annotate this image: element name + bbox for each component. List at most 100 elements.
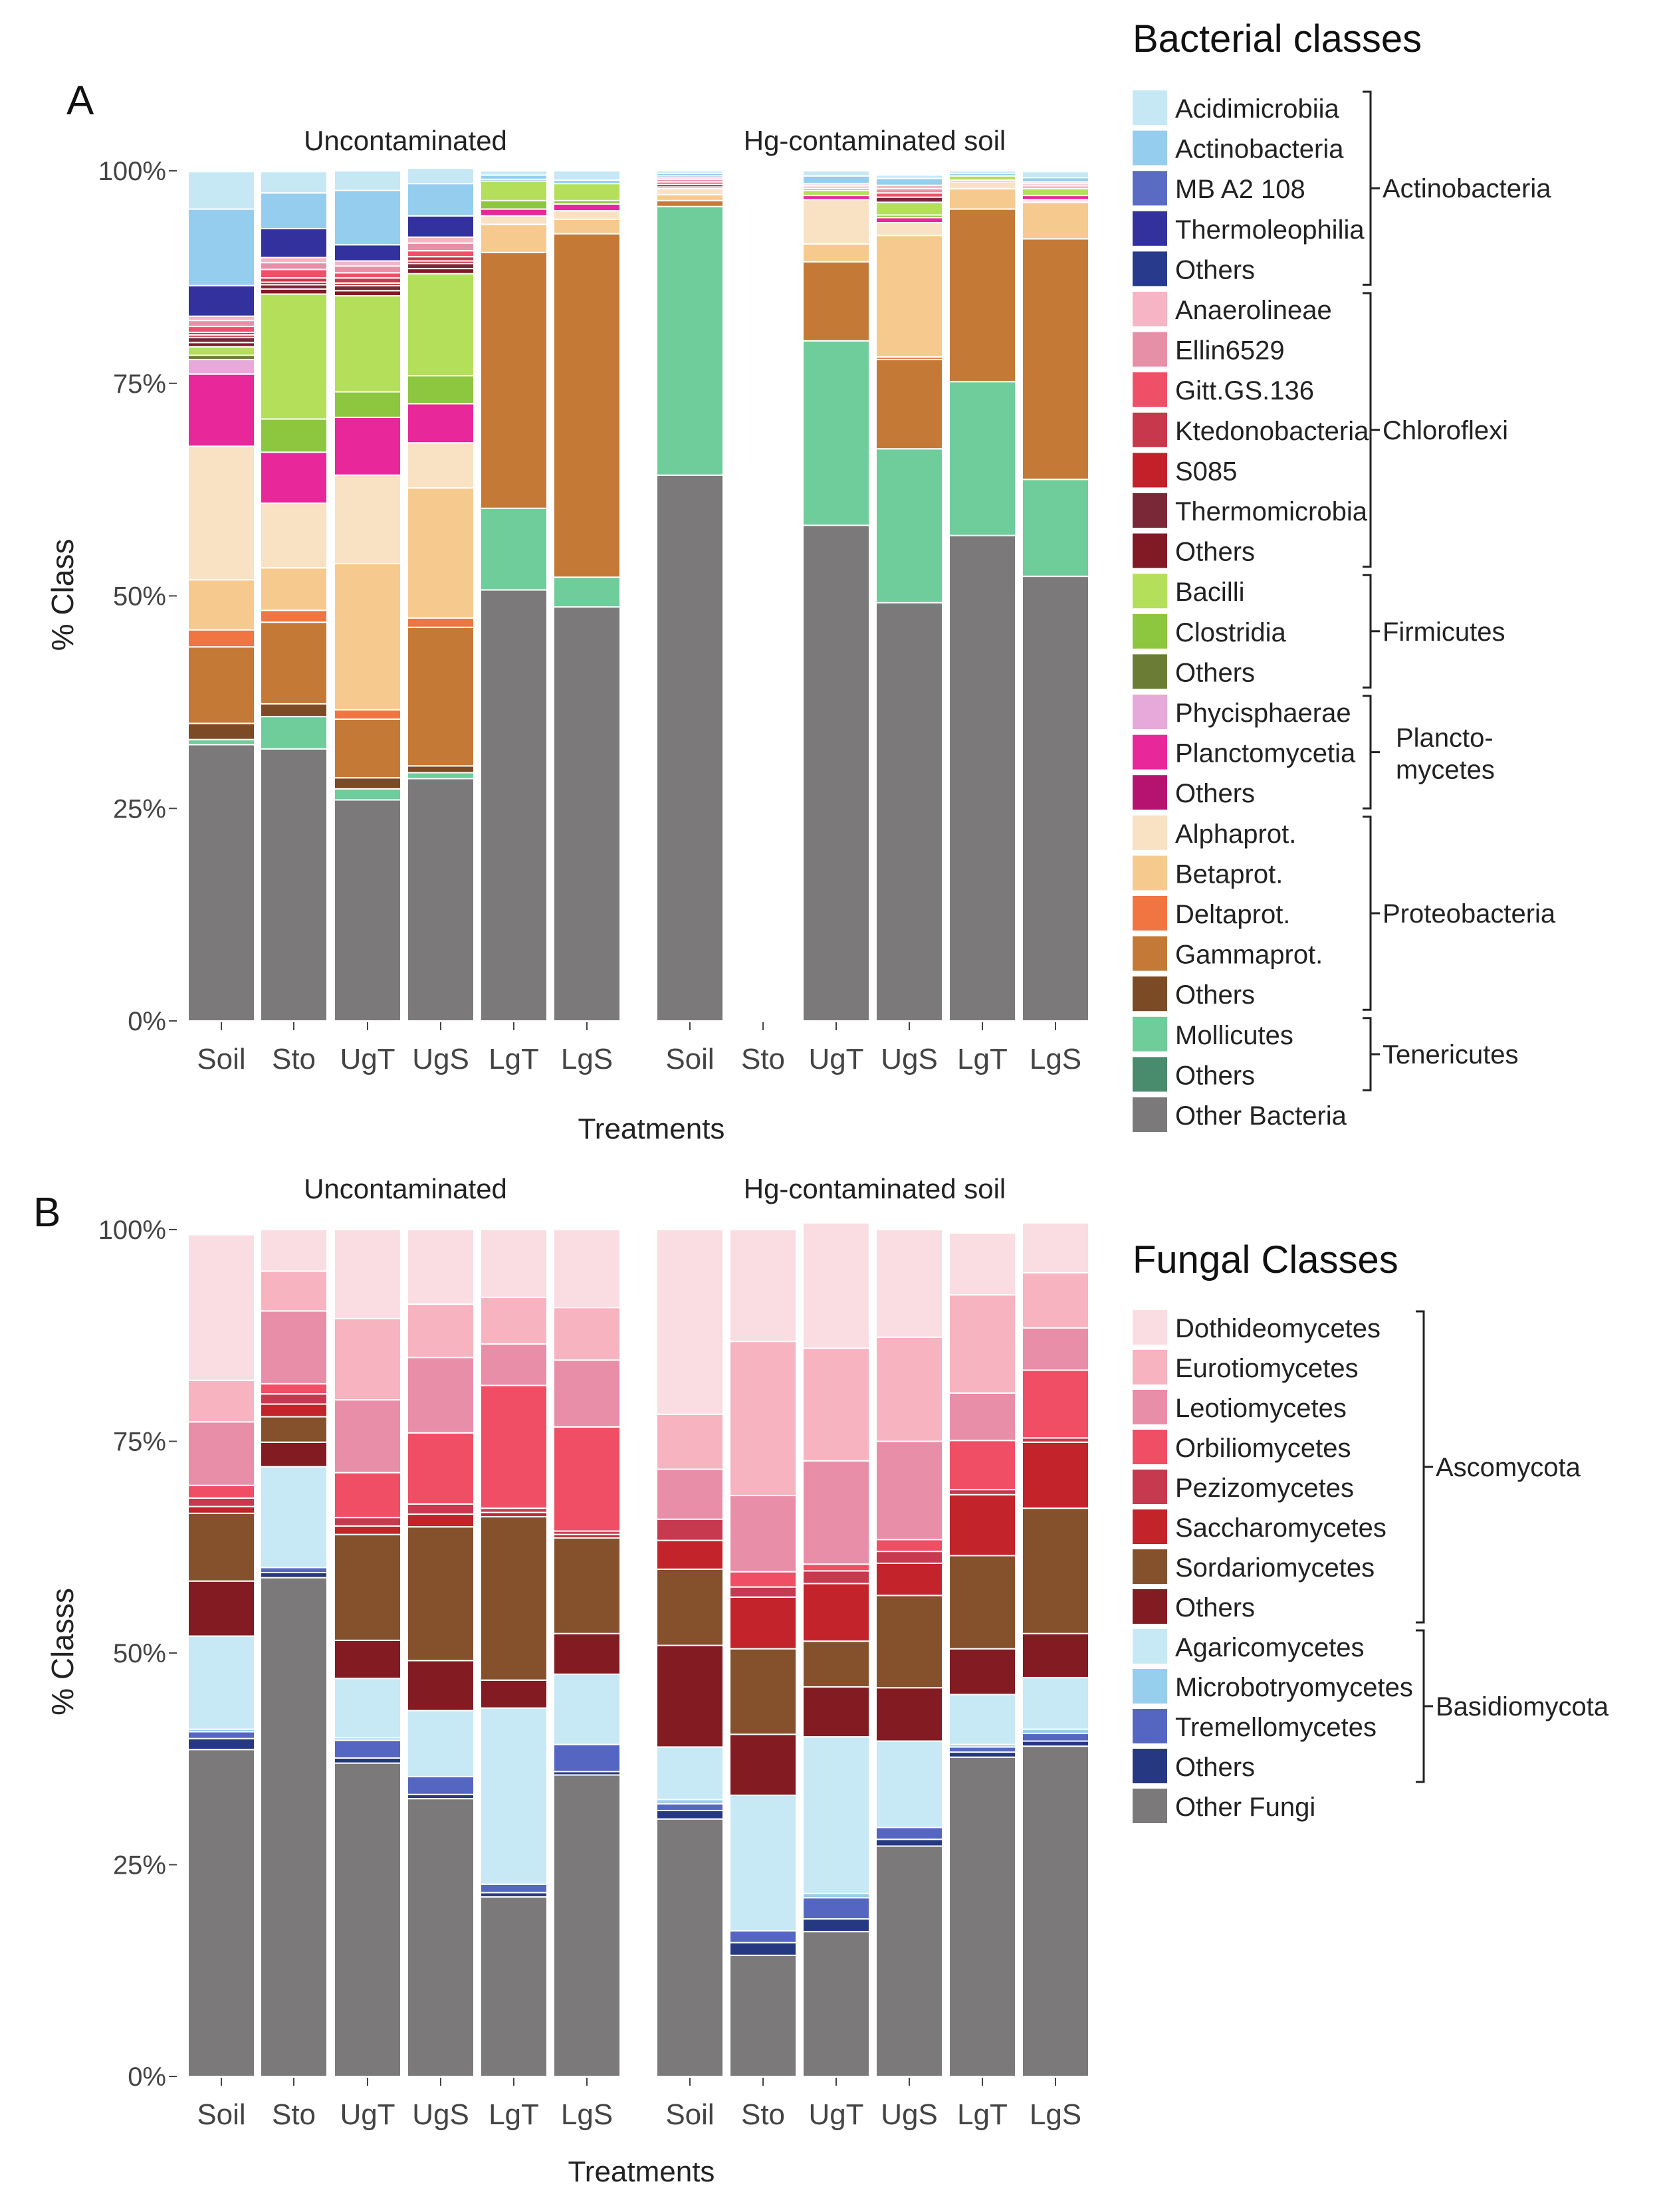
- bar-segment-dothideomycetes: [729, 1229, 797, 1343]
- legend-label-pezizomycetes: Pezizomycetes: [1175, 1474, 1354, 1503]
- bar-segment-eurotiomycetes: [553, 1307, 621, 1361]
- legend-label-thermoleophilia: Thermoleophilia: [1175, 215, 1365, 245]
- legend-label-dothideomycetes: Dothideomycetes: [1175, 1314, 1381, 1343]
- bar-segment-betaprot: [802, 243, 870, 263]
- bar-segment-dothideomycetes: [334, 1229, 401, 1319]
- legend-swatch-gammaprot: [1133, 936, 1167, 971]
- legend-swatch-deltaprot: [1133, 896, 1167, 931]
- bar-segment-other-fungi: [1022, 1745, 1089, 2077]
- bar-segment-agaricomycetes: [729, 1795, 797, 1932]
- bar-segment-mollicutes: [334, 788, 401, 801]
- bar-segment-pezizomycetes: [334, 1517, 401, 1527]
- bar-segment-basidiomycota-others: [875, 1838, 943, 1847]
- legend-swatch-clostridia: [1133, 613, 1167, 649]
- bar-segment-proteobacteria-others: [407, 765, 475, 774]
- panel-a-x-tick-label: LgT: [957, 1043, 1008, 1075]
- bar-segment-dothideomycetes: [187, 1234, 255, 1381]
- panel-a-y-tick-label: 75%: [113, 370, 166, 399]
- bar-segment-tremellomycetes: [802, 1897, 870, 1920]
- bar-segment-proteobacteria-others: [334, 777, 401, 790]
- bar-segment-leotiomycetes: [334, 1399, 401, 1474]
- bar-segment-alphaprot: [187, 445, 255, 581]
- bar-segment-acidimicrobiia: [260, 171, 328, 194]
- legend-label-planctomycetia: Planctomycetia: [1175, 739, 1356, 768]
- panel-a-letter: A: [66, 78, 94, 124]
- bar-segment-bacilli: [875, 201, 943, 216]
- bar-segment-tremellomycetes: [1022, 1733, 1089, 1742]
- legend-label-s085: S085: [1175, 457, 1237, 486]
- panel-a-x-tick-label: Sto: [741, 1043, 785, 1075]
- panel-b-x-tick-label: Sto: [741, 2098, 785, 2131]
- bar-segment-basidiomycota-others: [334, 1757, 401, 1764]
- bar-segment-agaricomycetes: [187, 1635, 255, 1730]
- bar-segment-orbiliomycetes: [334, 1472, 401, 1519]
- bar-segment-ascomycota-others: [1022, 1632, 1089, 1678]
- bar-segment-ascomycota-others: [729, 1733, 797, 1797]
- legend-bracket-basidiomycota: [1416, 1629, 1433, 1783]
- bar-segment-saccharomycetes: [187, 1505, 255, 1514]
- legend-label-thermomicrobia: Thermomicrobia: [1175, 497, 1368, 526]
- bar-segment-leotiomycetes: [729, 1495, 797, 1573]
- bar-segment-orbiliomycetes: [729, 1571, 797, 1588]
- bar-segment-gammaprot: [875, 358, 943, 450]
- bar-segment-eurotiomycetes: [260, 1270, 328, 1312]
- bar-segment-alphaprot: [480, 215, 548, 225]
- legend-swatch-ascomycota-others: [1133, 1589, 1167, 1624]
- legend-swatch-anaerolineae: [1133, 292, 1167, 326]
- legend-swatch-ktedonobacteria: [1133, 412, 1167, 447]
- bar-segment-mollicutes: [187, 738, 255, 746]
- bar-segment-dothideomycetes: [480, 1229, 548, 1298]
- bar-segment-bacilli: [260, 293, 328, 420]
- legend-swatch-firmicutes-others: [1133, 654, 1167, 689]
- bar-segment-ascomycota-others: [260, 1441, 328, 1468]
- legend-swatch-orbiliomycetes: [1133, 1430, 1167, 1464]
- bar-segment-agaricomycetes: [407, 1710, 475, 1777]
- bar-segment-sordariomycetes: [553, 1537, 621, 1634]
- bar-segment-ascomycota-others: [656, 1644, 724, 1748]
- bar-segment-sordariomycetes: [260, 1416, 328, 1443]
- bar-segment-thermoleophilia: [187, 284, 255, 317]
- bar-segment-thermoleophilia: [407, 215, 475, 238]
- bar-segment-ascomycota-others: [553, 1632, 621, 1675]
- bar-segment-acidimicrobiia: [948, 170, 1016, 174]
- bar-segment-gammaprot: [948, 208, 1016, 383]
- bar-segment-eurotiomycetes: [407, 1303, 475, 1359]
- bar-segment-eurotiomycetes: [187, 1379, 255, 1423]
- bar-segment-gammaprot: [802, 261, 870, 342]
- panel-b-x-tick-label: LgT: [957, 2098, 1008, 2131]
- bar-segment-alphaprot: [875, 222, 943, 237]
- legend-group-label-tenericutes: Tenericutes: [1383, 1040, 1519, 1069]
- bar-segment-tremellomycetes: [334, 1739, 401, 1759]
- panel-b-x-axis: Soil Sto UgT UgS LgT LgS Soil Sto UgT UgS LgT LgS: [197, 2078, 1081, 2131]
- panel-b-bars: [187, 1222, 1089, 2078]
- legend-label-betaprot: Betaprot.: [1175, 859, 1283, 889]
- bar-segment-ktedonobacteria: [334, 277, 401, 284]
- legend-label-tremellomycetes: Tremellomycetes: [1175, 1713, 1377, 1742]
- bar-segment-agaricomycetes: [875, 1740, 943, 1828]
- legend-group-label-ascomycota: Ascomycota: [1436, 1453, 1581, 1482]
- bar-segment-betaprot: [1022, 201, 1089, 240]
- legend-swatch-dothideomycetes: [1133, 1310, 1167, 1345]
- bar-segment-gammaprot: [187, 646, 255, 724]
- bar-segment-thermoleophilia: [260, 227, 328, 259]
- bar-segment-saccharomycetes: [729, 1596, 797, 1650]
- legend-label-agaricomycetes: Agaricomycetes: [1175, 1633, 1365, 1662]
- legend-swatch-mollicutes: [1133, 1016, 1167, 1051]
- bar-segment-planctomycetia: [334, 416, 401, 476]
- bar-segment-chloroflexi-others: [260, 288, 328, 295]
- panel-b-x-tick-label: UgS: [881, 2098, 938, 2131]
- bar-segment-gammaprot: [480, 251, 548, 509]
- legend-label-ascomycota-others: Others: [1175, 1593, 1255, 1622]
- bar-segment-gitt-gs-136: [260, 269, 328, 279]
- panel-a-x-axis-title: Treatments: [578, 1113, 725, 1145]
- bar-segment-tremellomycetes: [656, 1803, 724, 1811]
- bar-segment-other-fungi: [480, 1896, 548, 2077]
- bar-segment-alphaprot: [948, 181, 1016, 189]
- bar-segment-acidimicrobiia: [802, 170, 870, 177]
- bar-segment-ellin6529: [260, 262, 328, 271]
- bar-segment-bacilli: [407, 273, 475, 377]
- panel-b-x-tick-label: Soil: [197, 2098, 245, 2131]
- bar-segment-ascomycota-others: [334, 1639, 401, 1680]
- bar-segment-alphaprot: [656, 187, 724, 195]
